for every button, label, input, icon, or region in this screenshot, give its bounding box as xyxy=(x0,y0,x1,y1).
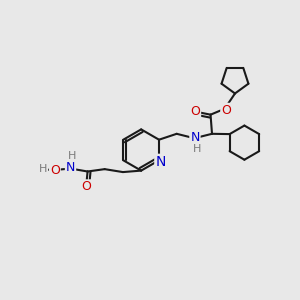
Text: O: O xyxy=(221,104,231,117)
Text: O: O xyxy=(190,105,200,118)
Text: O: O xyxy=(81,180,91,193)
Text: H: H xyxy=(68,151,76,161)
Text: H: H xyxy=(193,144,202,154)
Text: O: O xyxy=(50,164,60,176)
Text: N: N xyxy=(155,155,166,169)
Text: H: H xyxy=(39,164,47,174)
Text: N: N xyxy=(190,131,200,144)
Text: N: N xyxy=(66,161,75,174)
